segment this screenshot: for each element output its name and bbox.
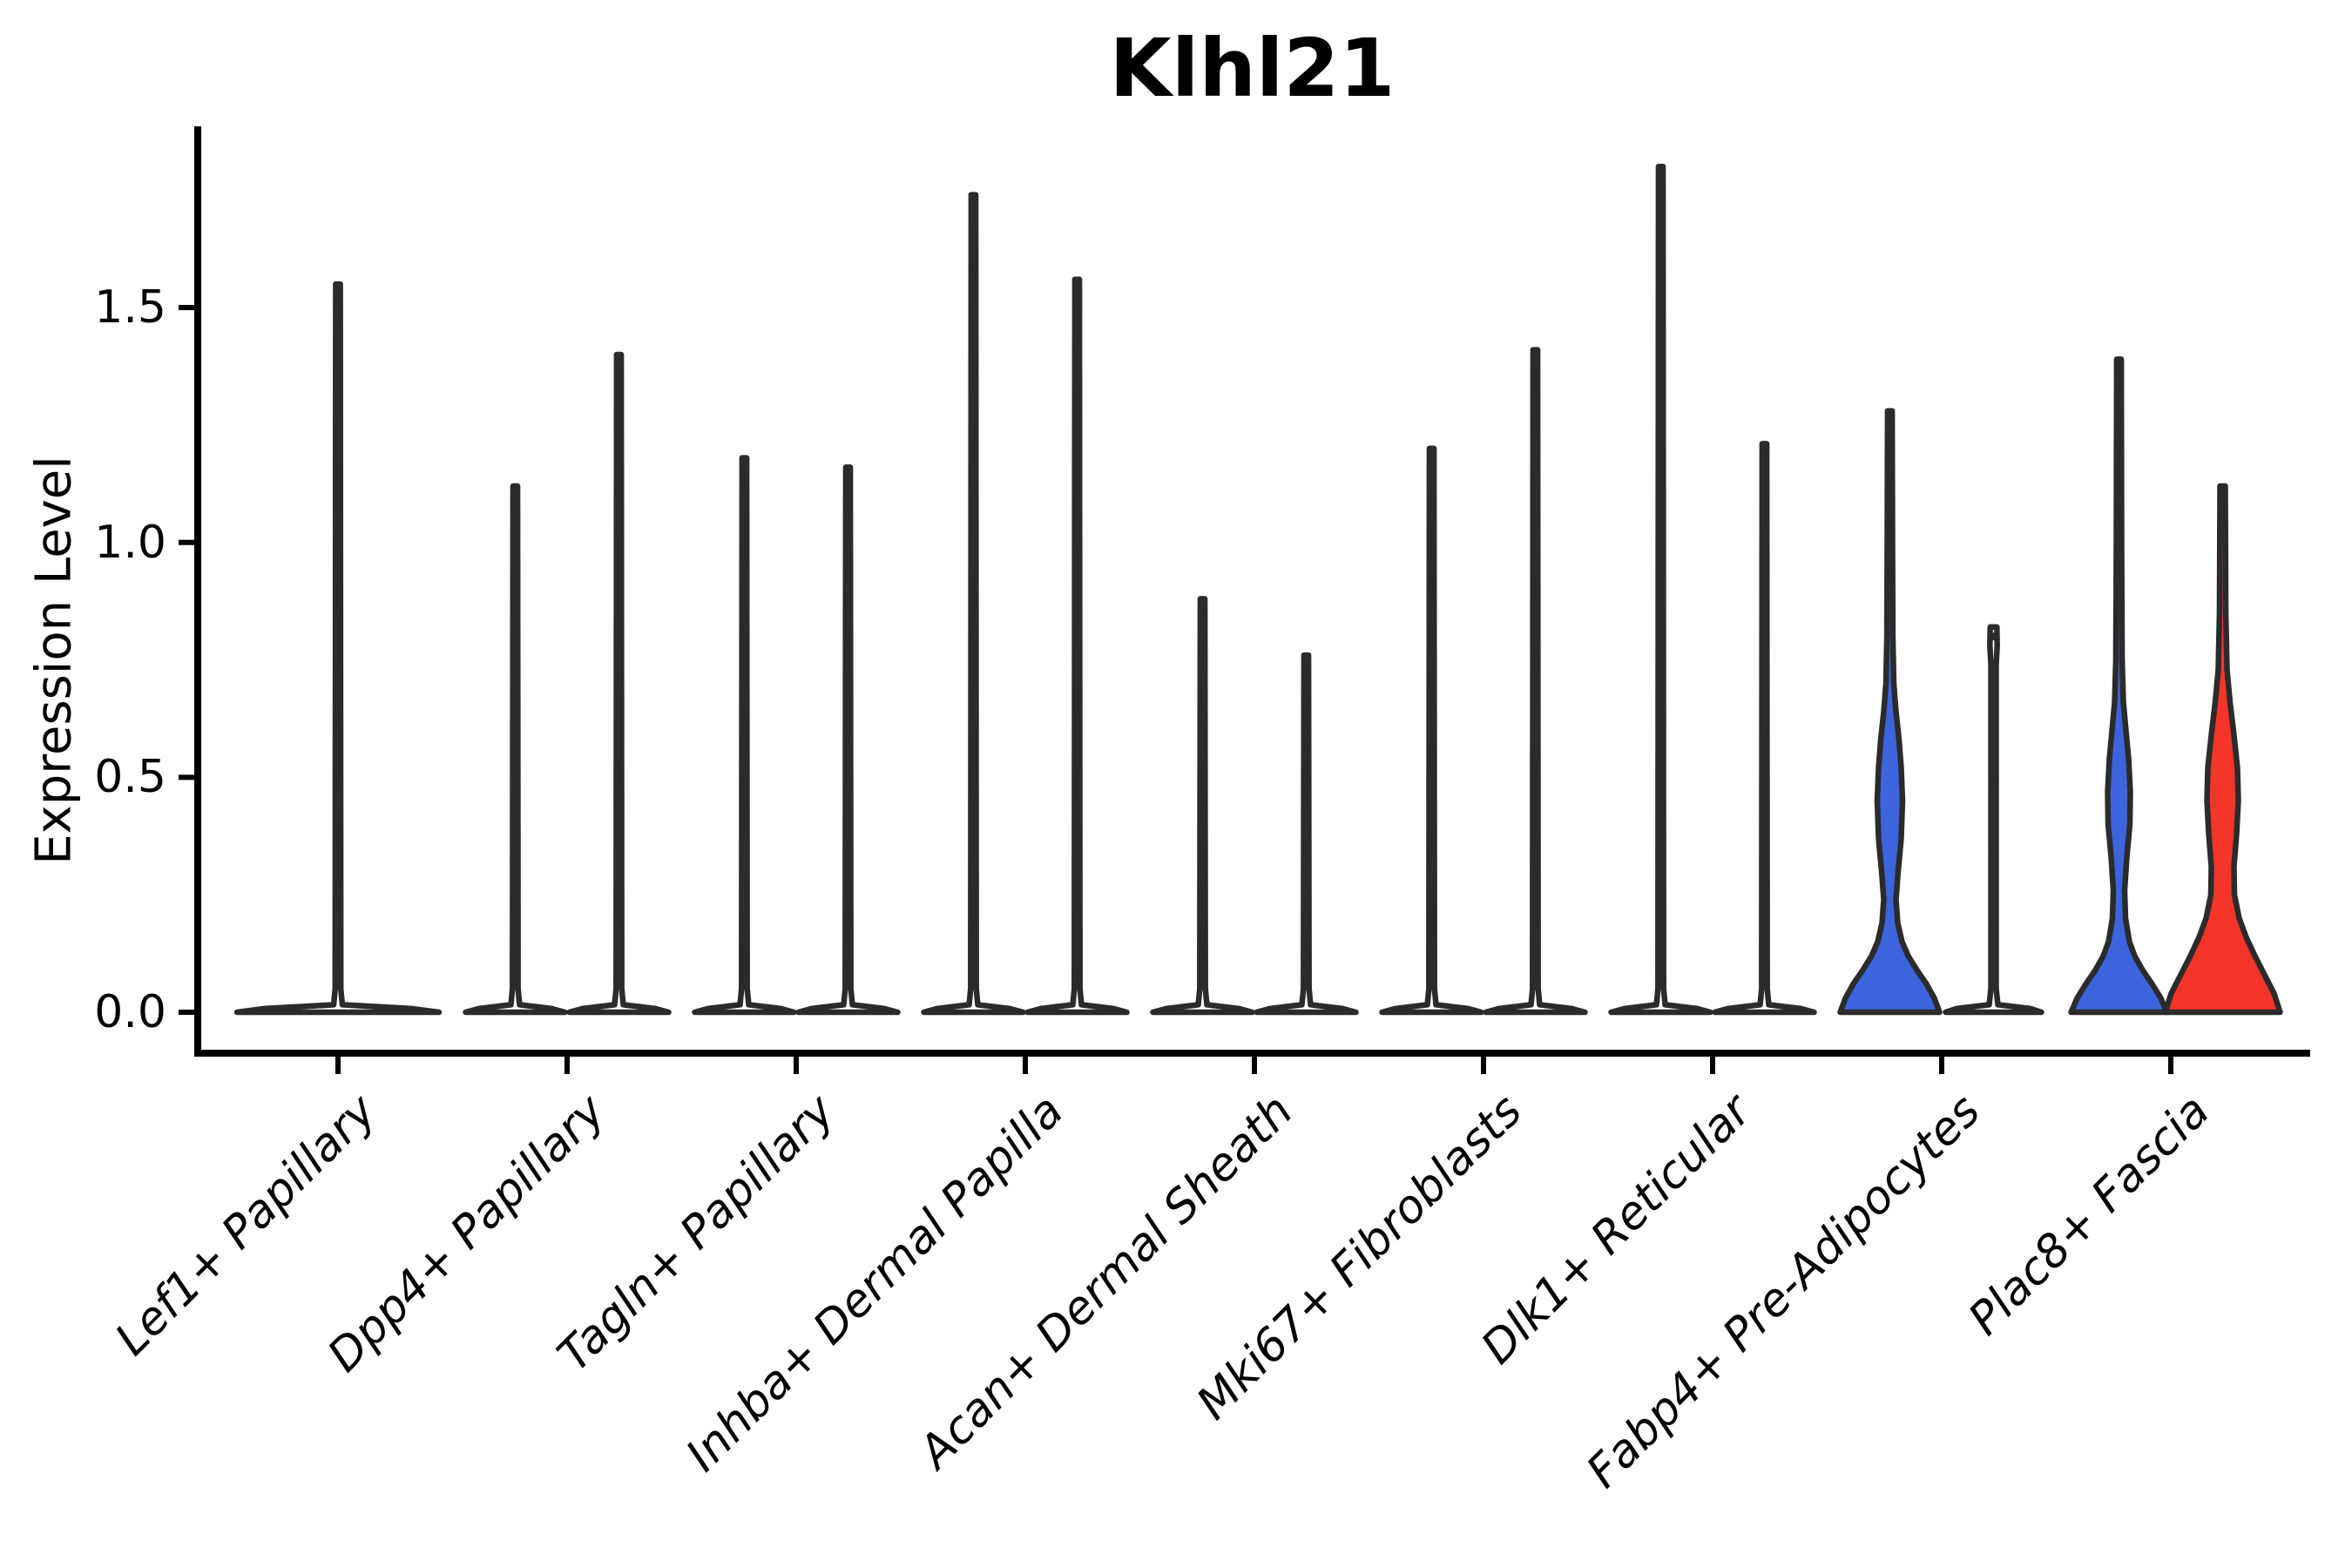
- y-axis-spine: [194, 126, 201, 1057]
- jitter-point: [1990, 815, 1997, 824]
- jitter-point: [1990, 848, 1997, 857]
- y-axis-label: Expression Level: [25, 456, 83, 865]
- violin-shape: [233, 280, 443, 1016]
- violin-shape: [1483, 347, 1588, 1016]
- x-tick-mark: [564, 1057, 570, 1074]
- x-tick-mark: [335, 1057, 341, 1074]
- y-tick-mark: [179, 774, 194, 781]
- violin-shape: [1254, 652, 1359, 1016]
- chart-title: Klhl21: [1109, 22, 1396, 115]
- violin-shape: [1150, 596, 1255, 1016]
- x-tick-mark: [1481, 1057, 1486, 1074]
- violin-shape: [1712, 441, 1817, 1016]
- x-tick-mark: [2168, 1057, 2173, 1074]
- x-tick-mark: [1710, 1057, 1715, 1074]
- violin-shape: [1379, 445, 1484, 1016]
- x-tick-mark: [1939, 1057, 1944, 1074]
- x-tick-label-anchor: Plac8+ Fascia: [1867, 1085, 2219, 1345]
- y-tick-label: 1.0: [94, 516, 166, 569]
- x-tick-mark: [1252, 1057, 1257, 1074]
- y-tick-mark: [179, 305, 194, 311]
- violin-shape: [692, 455, 797, 1016]
- y-tick-mark: [179, 539, 194, 545]
- jitter-point: [1990, 773, 1997, 781]
- violin-shape: [2162, 483, 2283, 1016]
- y-tick-mark: [179, 1010, 194, 1015]
- violin-shape: [1837, 408, 1943, 1016]
- violin-shape: [1024, 276, 1130, 1016]
- violin-shape: [2068, 356, 2170, 1016]
- y-tick-label: 0.0: [94, 986, 166, 1038]
- violin-shape: [795, 464, 901, 1016]
- x-axis-spine: [194, 1050, 2310, 1057]
- violin-shape: [463, 483, 568, 1016]
- jitter-point: [1990, 782, 1997, 791]
- jitter-point: [1990, 632, 1997, 641]
- jitter-point: [1990, 919, 1997, 927]
- violin-shape: [566, 351, 672, 1016]
- jitter-point: [1990, 876, 1997, 885]
- x-tick-mark: [1023, 1057, 1028, 1074]
- violin-shape: [921, 192, 1026, 1016]
- x-tick-mark: [794, 1057, 799, 1074]
- y-tick-label: 0.5: [94, 751, 166, 804]
- violin-shape: [1608, 164, 1713, 1016]
- y-tick-label: 1.5: [94, 281, 166, 335]
